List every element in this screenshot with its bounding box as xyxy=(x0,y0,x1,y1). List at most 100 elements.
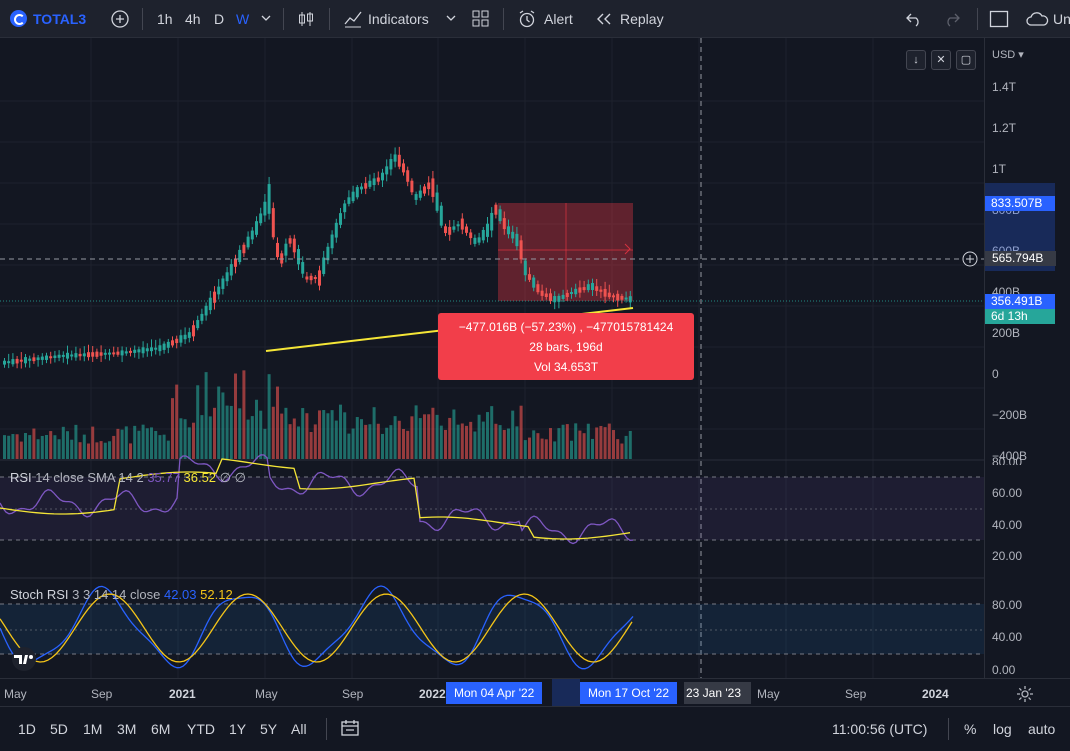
percent-scale-toggle[interactable]: % xyxy=(964,721,977,737)
candle-body xyxy=(532,277,536,288)
range-1m[interactable]: 1M xyxy=(83,721,103,737)
volume-bar xyxy=(460,423,464,459)
volume-bar xyxy=(456,424,460,459)
volume-bar xyxy=(355,417,359,459)
range-5d[interactable]: 5D xyxy=(50,721,68,737)
indicators-button[interactable]: Indicators xyxy=(368,11,429,27)
candle-body xyxy=(175,338,179,344)
volume-bar xyxy=(360,419,363,459)
range-1y[interactable]: 1Y xyxy=(229,721,247,737)
volume-bar xyxy=(305,413,309,459)
volume-bar xyxy=(423,414,426,459)
candle-body xyxy=(439,205,443,226)
volume-bar xyxy=(444,429,447,459)
price-label: 1T xyxy=(992,162,1007,176)
candle-body xyxy=(213,291,216,303)
volume-bar xyxy=(70,439,74,459)
candle-body xyxy=(490,212,494,231)
symbol-name[interactable]: TOTAL3 xyxy=(33,11,87,27)
volume-bar xyxy=(427,414,431,459)
candle-body xyxy=(557,295,561,302)
range-6m[interactable]: 6M xyxy=(151,721,171,737)
time-label: May xyxy=(255,687,278,701)
settings-gear-icon[interactable] xyxy=(1016,685,1034,703)
redo-icon[interactable] xyxy=(943,11,961,27)
candle-body xyxy=(66,352,69,359)
volume-bar xyxy=(326,413,330,459)
indicators-icon[interactable] xyxy=(343,9,363,29)
alert-clock-icon[interactable] xyxy=(517,9,537,29)
interval-1h[interactable]: 1h xyxy=(157,11,173,27)
maximize-pane-icon[interactable]: ▢ xyxy=(956,50,976,70)
collapse-icon[interactable]: ✕ xyxy=(931,50,951,70)
add-symbol-icon[interactable] xyxy=(110,9,130,29)
range-3m[interactable]: 3M xyxy=(117,721,137,737)
utc-clock[interactable]: 11:00:56 (UTC) xyxy=(832,721,928,737)
candle-body xyxy=(40,356,44,360)
price-label: 200B xyxy=(992,326,1021,340)
candle-body xyxy=(11,359,15,365)
volume-bar xyxy=(259,410,263,459)
interval-d[interactable]: D xyxy=(214,11,225,27)
scroll-down-icon[interactable]: ↓ xyxy=(906,50,926,70)
stoch-legend[interactable]: Stoch RSI 3 3 14 14 close 42.03 52.12 xyxy=(10,587,233,602)
range-5y[interactable]: 5Y xyxy=(260,721,278,737)
rsi-legend[interactable]: RSI 14 close SMA 14 2 35.77 36.52 ∅ ∅ xyxy=(10,470,246,486)
volume-bar xyxy=(150,427,153,459)
volume-bar xyxy=(36,439,40,459)
volume-bar xyxy=(490,406,494,459)
candles-icon[interactable] xyxy=(296,9,316,29)
range-ytd[interactable]: YTD xyxy=(187,721,215,737)
date-range-calendar-icon[interactable] xyxy=(340,719,360,737)
range-1d[interactable]: 1D xyxy=(18,721,36,737)
interval-w[interactable]: W xyxy=(236,11,250,27)
candle-body xyxy=(301,262,305,274)
volume-bar xyxy=(221,392,225,459)
chevron-down-icon[interactable] xyxy=(446,14,456,22)
price-scale[interactable] xyxy=(984,38,1070,678)
candle-body xyxy=(36,357,40,361)
candle-body xyxy=(582,287,586,291)
volume-bar xyxy=(116,428,120,459)
replay-rewind-icon[interactable] xyxy=(596,12,612,26)
candle-body xyxy=(204,305,208,316)
volume-bar xyxy=(32,428,36,459)
interval-4h[interactable]: 4h xyxy=(185,11,201,27)
auto-scale-toggle[interactable]: auto xyxy=(1028,721,1056,737)
volume-bar xyxy=(469,421,473,459)
candle-body xyxy=(599,289,603,292)
range-all[interactable]: All xyxy=(291,721,307,737)
volume-bar xyxy=(561,424,565,459)
bottom-toolbar: 1D 5D 1M 3M 6M YTD 1Y 5Y All 11:00:56 (U… xyxy=(0,706,1070,751)
time-axis[interactable]: May Sep 2021 May Sep 2022 Mon 04 Apr '22… xyxy=(0,678,1070,706)
log-scale-toggle[interactable]: log xyxy=(993,721,1012,737)
rsi-legend-value: 35.77 xyxy=(147,470,180,485)
tradingview-logo-icon[interactable] xyxy=(8,647,40,671)
chevron-down-icon[interactable] xyxy=(261,14,271,22)
volume-bar xyxy=(120,429,124,459)
volume-bar xyxy=(544,439,548,459)
add-order-plus-icon[interactable] xyxy=(961,250,979,268)
stoch-legend-params: 3 3 14 14 close xyxy=(72,587,161,602)
volume-bar xyxy=(448,417,452,459)
truncated-menu-label[interactable]: Un xyxy=(1053,11,1070,27)
undo-icon[interactable] xyxy=(905,11,923,27)
volume-bar xyxy=(507,428,510,459)
candle-body xyxy=(225,272,229,282)
layout-square-icon[interactable] xyxy=(989,10,1009,28)
currency-label[interactable]: USD ▾ xyxy=(992,49,1024,61)
replay-button[interactable]: Replay xyxy=(620,11,664,27)
candle-body xyxy=(234,259,237,267)
candle-body xyxy=(112,352,116,355)
price-label: −400B xyxy=(992,449,1028,463)
volume-bar xyxy=(162,434,166,459)
candle-body xyxy=(628,296,632,303)
candle-body xyxy=(309,275,313,281)
candle-body xyxy=(607,292,611,298)
templates-grid-icon[interactable] xyxy=(472,10,490,28)
candle-body xyxy=(372,178,376,186)
cloud-icon[interactable] xyxy=(1025,10,1051,28)
candle-body xyxy=(61,354,65,357)
candle-body xyxy=(343,203,347,213)
alert-button[interactable]: Alert xyxy=(544,11,573,27)
